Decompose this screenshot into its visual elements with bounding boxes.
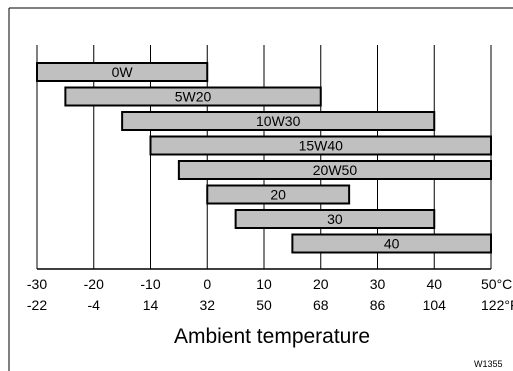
x-tick-label-celsius: 30	[370, 276, 386, 292]
x-tick-label-fahrenheit: 68	[313, 297, 329, 313]
bar	[64, 86, 322, 107]
bar-label: 5W20	[175, 89, 212, 105]
bar	[206, 184, 351, 205]
bar-label: 20	[270, 187, 286, 203]
x-tick-label-celsius: -10	[140, 276, 160, 292]
bar	[121, 111, 436, 131]
x-tick-label-fahrenheit: -4	[88, 297, 101, 313]
bar-label: 10W30	[256, 113, 301, 129]
bar	[36, 62, 209, 82]
x-tick-label-fahrenheit: -22	[27, 297, 47, 313]
x-tick-label-fahrenheit: 50	[256, 297, 272, 313]
x-tick-label-fahrenheit: 14	[143, 297, 159, 313]
x-tick-label-fahrenheit: 122°F	[481, 297, 513, 313]
x-tick-label-celsius: 20	[313, 276, 329, 292]
x-tick-label-fahrenheit: 104	[423, 297, 447, 313]
bar	[291, 233, 492, 254]
bar-label: 40	[384, 236, 400, 252]
bar	[177, 160, 492, 180]
bar-label: 0W	[112, 64, 134, 80]
x-tick-label-celsius: 40	[426, 276, 442, 292]
x-tick-label-celsius: -20	[84, 276, 104, 292]
x-tick-label-celsius: -30	[27, 276, 47, 292]
bar-label: 15W40	[299, 138, 344, 154]
x-tick-label-fahrenheit: 86	[370, 297, 386, 313]
bar	[149, 135, 492, 156]
x-tick-label-fahrenheit: 32	[199, 297, 215, 313]
x-tick-label-celsius: 50°C	[481, 276, 512, 292]
figure-id: W1355	[474, 359, 503, 369]
bar	[234, 209, 436, 229]
x-tick-label-celsius: 0	[203, 276, 211, 292]
bar-label: 30	[327, 211, 343, 227]
bar-label: 20W50	[313, 162, 358, 178]
x-axis-title: Ambient temperature	[173, 325, 371, 348]
x-tick-label-celsius: 10	[256, 276, 272, 292]
